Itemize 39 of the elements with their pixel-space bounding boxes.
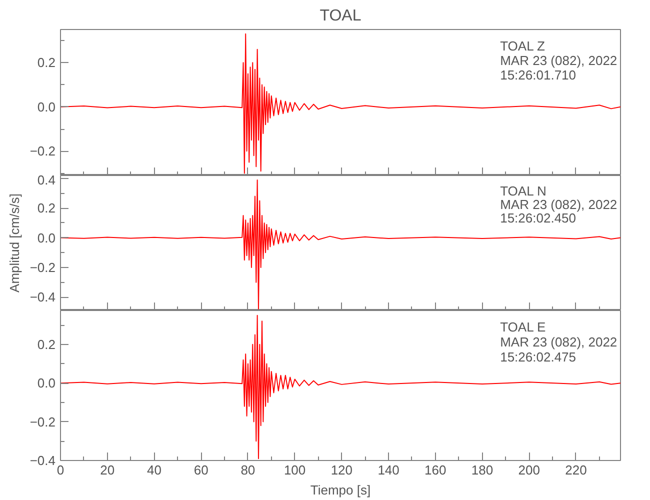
x-axis-title: Tiempo [s]	[310, 482, 371, 498]
y-axis-title: Amplitud [cm/s/s]	[6, 194, 22, 292]
y-tick-label: 0.0	[37, 230, 56, 246]
y-tick-label: −0.2	[30, 414, 56, 430]
annotation: 15:26:02.475	[500, 350, 576, 364]
x-tick-label: 200	[518, 462, 540, 478]
annotation: TOAL E	[500, 320, 546, 334]
x-tick-label: 40	[146, 462, 162, 478]
line-series	[60, 179, 620, 310]
y-tick-label: 0.4	[37, 172, 56, 188]
x-tick-label: 180	[471, 462, 494, 478]
x-tick-label: 140	[378, 462, 400, 478]
x-tick-label: 60	[194, 462, 208, 478]
annotation: TOAL Z	[500, 38, 545, 54]
line-series	[60, 314, 620, 460]
y-tick-label: −0.4	[30, 453, 56, 468]
y-tick-label: 0.2	[37, 200, 56, 216]
y-tick-label: 0.2	[37, 336, 56, 352]
annotation: MAR 23 (082), 2022	[500, 52, 618, 68]
annotation: 15:26:02.450	[500, 210, 576, 226]
x-tick-label: 20	[100, 462, 115, 478]
y-tick-label: 0.2	[37, 55, 56, 70]
annotation: 15:26:01.710	[500, 67, 576, 82]
y-tick-label: −0.2	[30, 260, 56, 275]
y-tick-label: 0.0	[37, 376, 56, 391]
annotation: MAR 23 (082), 2022	[500, 334, 618, 350]
annotation: TOAL N	[500, 184, 546, 199]
x-tick-label: 160	[424, 462, 446, 478]
x-tick-label: 120	[330, 462, 353, 478]
chart-title: TOAL	[320, 8, 362, 24]
x-tick-label: 0	[56, 462, 64, 478]
y-tick-label: 0.0	[37, 99, 56, 114]
y-tick-label: −0.4	[30, 290, 56, 305]
line-series	[60, 33, 620, 174]
x-tick-label: 220	[565, 462, 587, 478]
y-tick-label: −0.2	[30, 144, 56, 159]
x-tick-label: 80	[240, 462, 256, 478]
annotation: MAR 23 (082), 2022	[500, 197, 618, 212]
x-tick-label: 100	[284, 462, 306, 478]
